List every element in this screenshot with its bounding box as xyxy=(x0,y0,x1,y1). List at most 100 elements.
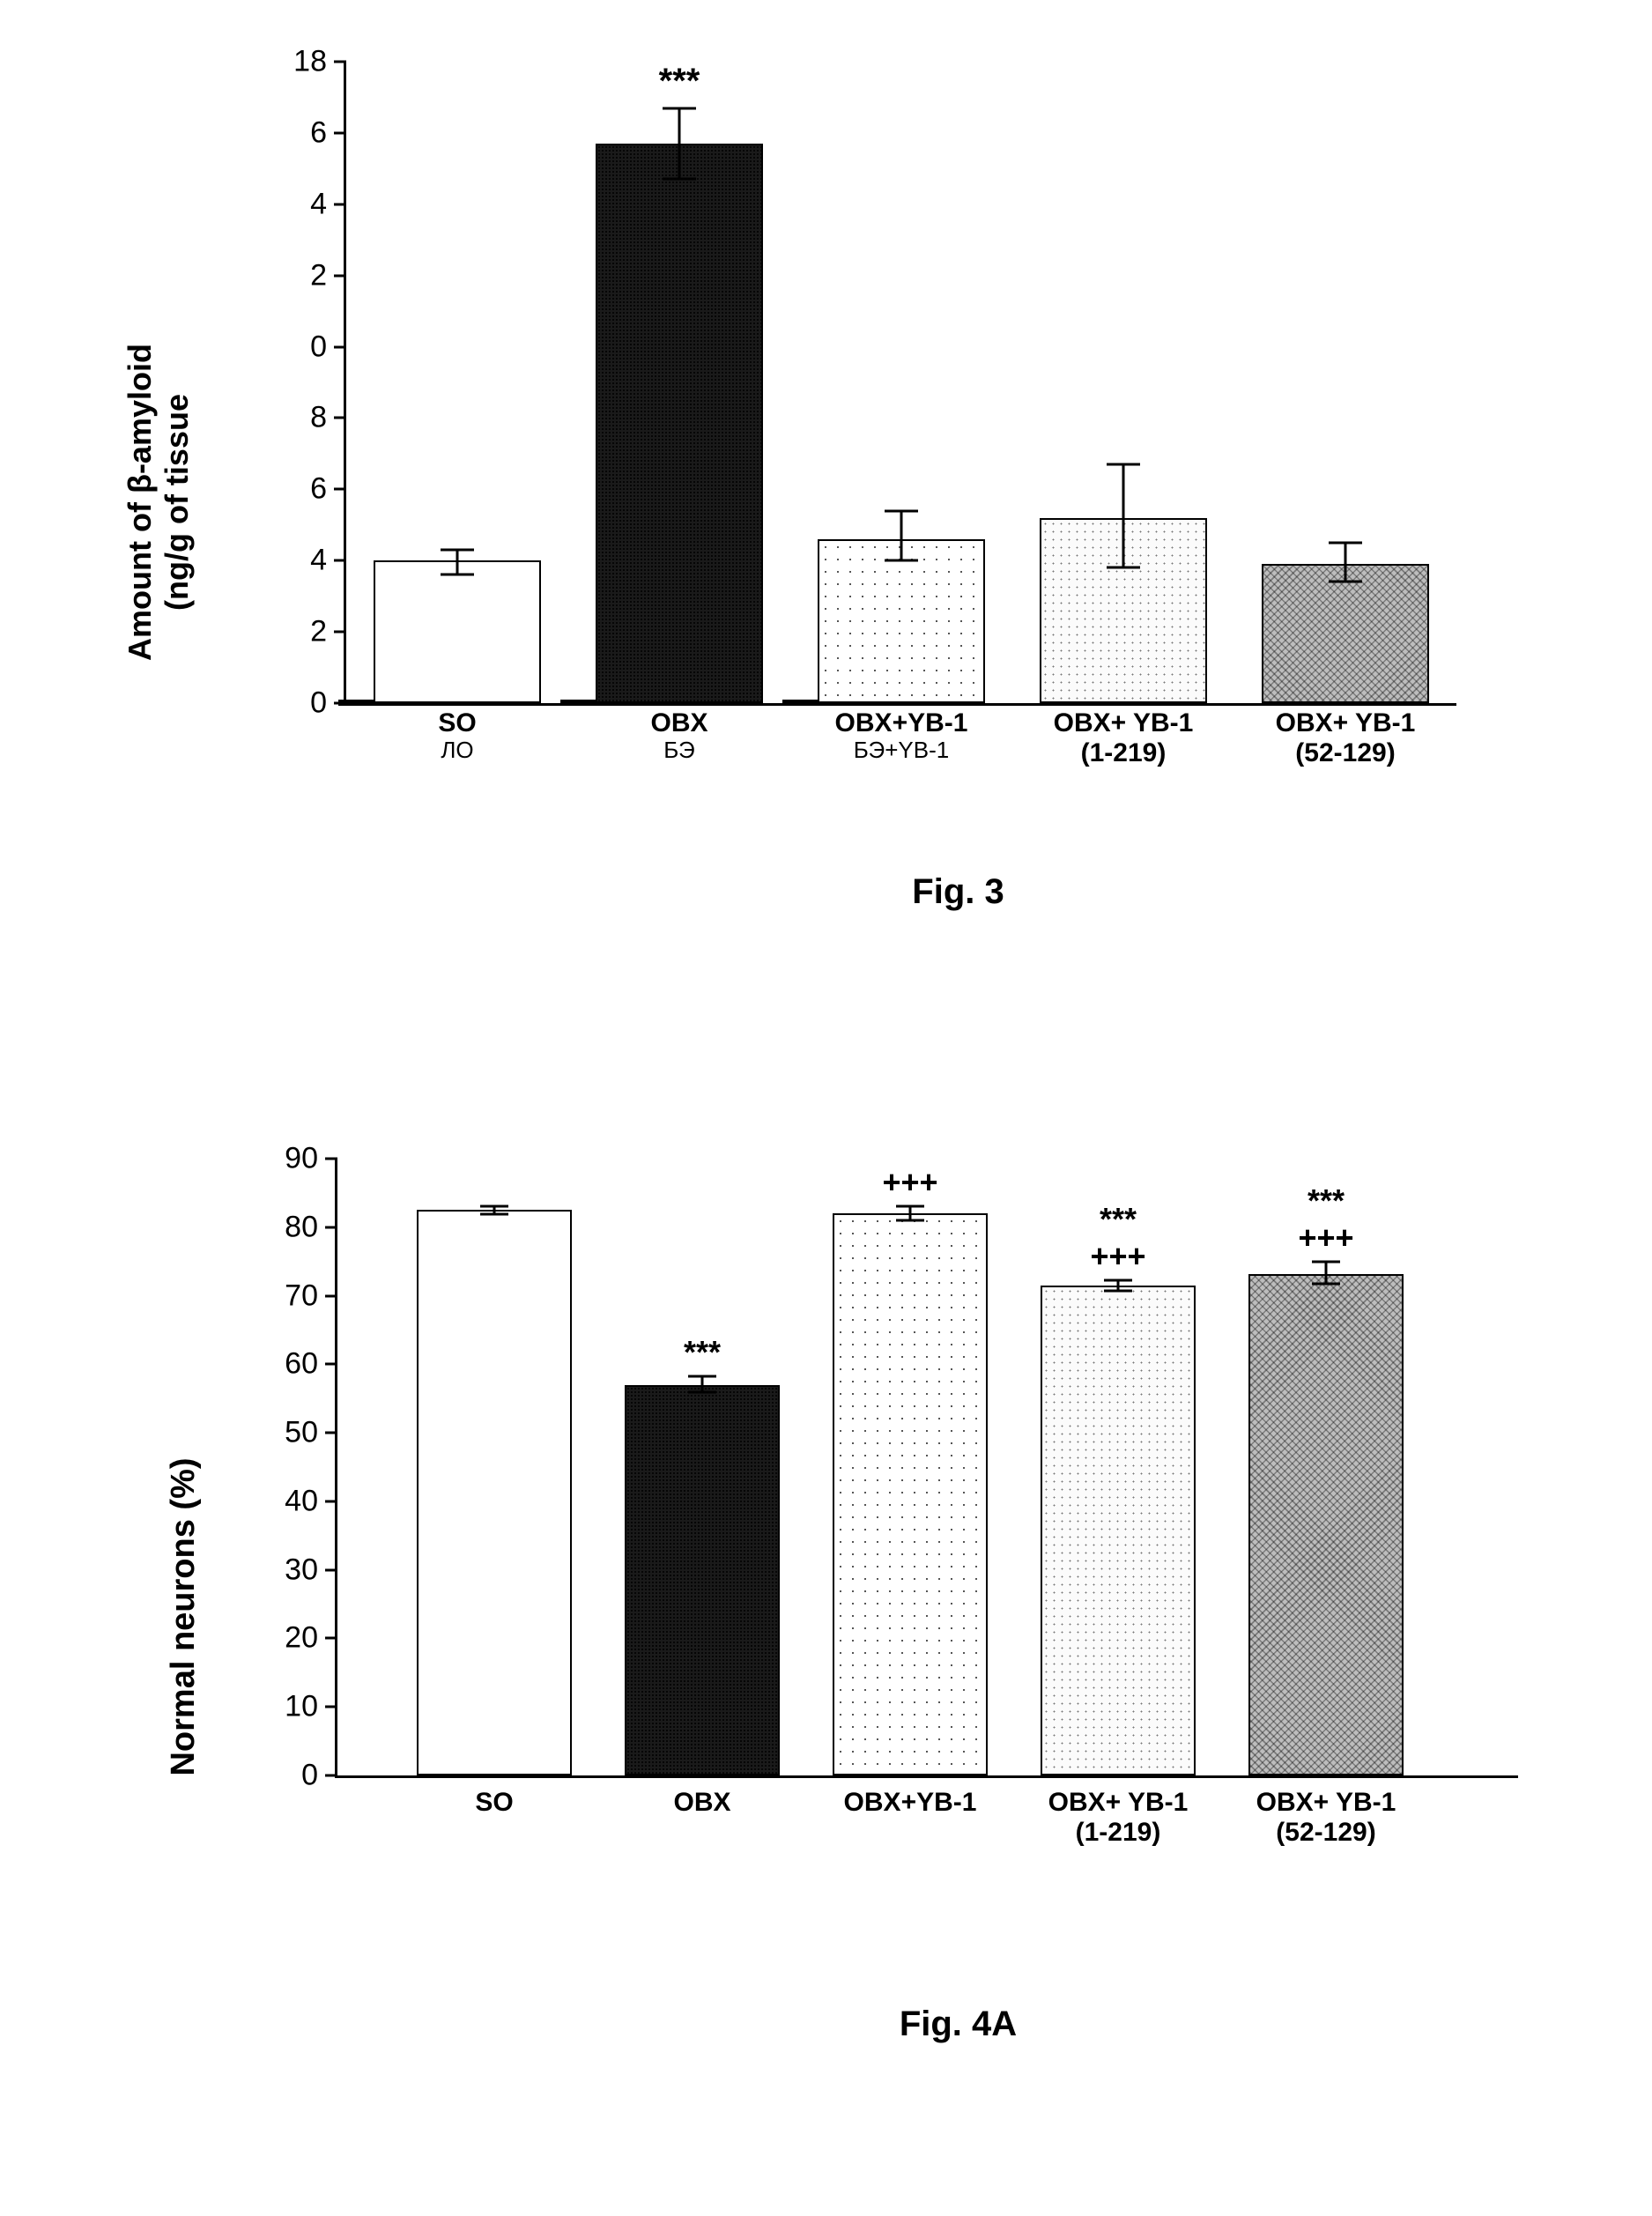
fig4a-ytick xyxy=(325,1568,337,1571)
fig4a-ytick-label: 50 xyxy=(285,1416,318,1450)
fig3-category-sublabel: ЛО xyxy=(441,737,473,764)
fig4a-significance: *** xyxy=(1308,1182,1345,1219)
fig3-category-label: OBX xyxy=(650,703,707,738)
fig4a-ytick-label: 40 xyxy=(285,1484,318,1518)
fig4a-errorbar xyxy=(1325,1262,1328,1285)
fig3-bar xyxy=(596,144,763,703)
fig3-category-label: SO xyxy=(438,703,476,738)
fig4a-significance: +++ xyxy=(1298,1219,1353,1256)
fig3-errorbar-cap xyxy=(1329,542,1362,545)
fig3-ylabel-line1: Amount of β-amyloid xyxy=(122,344,159,661)
fig3-xaxis-tick xyxy=(560,700,597,706)
fig4a-errorbar-cap xyxy=(1312,1260,1340,1263)
fig4a-bar xyxy=(1248,1274,1404,1775)
fig3-bar xyxy=(818,539,985,703)
fig4a-errorbar-cap xyxy=(896,1205,924,1208)
fig4a-ytick-label: 0 xyxy=(301,1759,318,1793)
fig3-ytick-label: 0 xyxy=(310,686,327,721)
fig4a-ytick-label: 80 xyxy=(285,1210,318,1244)
fig4a-significance: *** xyxy=(1100,1201,1137,1238)
fig4a-ytick-label: 60 xyxy=(285,1347,318,1382)
fig3-ytick-label: 8 xyxy=(310,401,327,435)
fig3-xaxis-tick xyxy=(338,700,375,706)
fig3-ytick-label: 2 xyxy=(310,615,327,649)
fig4a-ytick-label: 70 xyxy=(285,1278,318,1313)
fig4a-bar xyxy=(625,1385,780,1775)
fig3-category-label: OBX+YB-1 xyxy=(835,703,968,738)
fig4a-errorbar-cap xyxy=(480,1204,508,1207)
fig4a-category-label: OBX xyxy=(673,1775,730,1818)
fig4a-significance: +++ xyxy=(882,1164,937,1201)
fig4a-significance: *** xyxy=(684,1334,721,1371)
fig4a-category-label: OBX+YB-1 xyxy=(844,1775,977,1818)
fig3-errorbar xyxy=(1122,464,1125,567)
fig4a-plot-area: 0102030405060708090SO***OBX+++OBX+YB-1++… xyxy=(335,1159,1483,1778)
fig3-errorbar xyxy=(678,108,681,180)
fig3-category-sublabel: БЭ xyxy=(663,737,694,764)
fig4a-errorbar-cap xyxy=(480,1213,508,1216)
fig3-errorbar xyxy=(456,550,459,574)
fig4a-ytick xyxy=(325,1363,337,1366)
fig3-ytick-label: 4 xyxy=(310,544,327,578)
fig3-ytick-label: 0 xyxy=(310,330,327,364)
fig3-ytick-label: 2 xyxy=(310,258,327,293)
fig3-significance: *** xyxy=(659,62,700,101)
figure-3: Amount of β-amyloid (ng/g of tissue 0246… xyxy=(229,44,1493,912)
fig4a-ytick xyxy=(325,1226,337,1228)
fig3-errorbar-cap xyxy=(663,107,696,109)
fig3-plot-area: 02468024618SOЛО***OBXБЭOBX+YB-1БЭ+YB-1OB… xyxy=(344,62,1456,706)
fig3-ytick xyxy=(334,631,346,634)
fig3-ylabel: Amount of β-amyloid (ng/g of tissue xyxy=(122,344,196,661)
fig4a-bar xyxy=(833,1213,988,1775)
fig4a-ytick xyxy=(325,1294,337,1297)
fig4a-significance: +++ xyxy=(1090,1238,1145,1275)
fig4a-ylabel: Normal neurons (%) xyxy=(165,1457,203,1775)
fig4a-errorbar-cap xyxy=(896,1219,924,1222)
fig4a-ytick-label: 30 xyxy=(285,1553,318,1587)
fig3-errorbar-cap xyxy=(1107,463,1140,466)
fig3-category-label: OBX+ YB-1 (1-219) xyxy=(1054,703,1194,768)
fig3-ytick-label: 18 xyxy=(293,45,327,79)
fig3-errorbar-cap xyxy=(885,509,918,512)
fig4a-bar xyxy=(417,1210,572,1775)
fig4a-ytick xyxy=(325,1432,337,1434)
fig3-ytick xyxy=(334,131,346,134)
fig3-caption: Fig. 3 xyxy=(423,872,1493,912)
fig4a-errorbar xyxy=(701,1376,704,1393)
fig3-ylabel-line2: (ng/g of tissue xyxy=(159,344,196,661)
fig4a-ytick xyxy=(325,1706,337,1708)
fig3-ytick-label: 4 xyxy=(310,187,327,221)
fig3-errorbar-cap xyxy=(663,178,696,181)
fig3-ytick xyxy=(334,274,346,277)
fig3-ytick-label: 6 xyxy=(310,472,327,507)
fig3-errorbar xyxy=(900,511,903,561)
fig4a-ytick-label: 10 xyxy=(285,1690,318,1724)
fig3-ytick xyxy=(334,488,346,491)
fig4a-errorbar-cap xyxy=(688,1391,716,1394)
fig4a-category-label: SO xyxy=(475,1775,513,1818)
fig3-bar xyxy=(374,560,541,703)
fig3-chart-frame: Amount of β-amyloid (ng/g of tissue 0246… xyxy=(229,44,1493,837)
figure-4a: Normal neurons (%) 0102030405060708090SO… xyxy=(229,1141,1493,2044)
fig4a-chart-frame: Normal neurons (%) 0102030405060708090SO… xyxy=(229,1141,1493,1908)
fig4a-caption: Fig. 4A xyxy=(423,2005,1493,2044)
page: Amount of β-amyloid (ng/g of tissue 0246… xyxy=(0,0,1652,2216)
fig3-errorbar xyxy=(1345,543,1347,582)
fig3-ytick-label: 6 xyxy=(310,115,327,150)
fig3-ytick xyxy=(334,203,346,205)
fig4a-errorbar-cap xyxy=(1104,1278,1132,1281)
fig3-errorbar-cap xyxy=(885,560,918,562)
fig4a-ytick xyxy=(325,1775,337,1777)
fig3-errorbar-cap xyxy=(1107,567,1140,569)
fig3-xaxis-tick xyxy=(782,700,819,706)
fig4a-ytick xyxy=(325,1158,337,1160)
fig4a-ytick-label: 20 xyxy=(285,1621,318,1656)
fig3-errorbar-cap xyxy=(441,574,474,576)
fig4a-errorbar-cap xyxy=(1312,1283,1340,1286)
fig3-ytick xyxy=(334,560,346,562)
fig3-errorbar-cap xyxy=(441,549,474,552)
fig3-bar xyxy=(1262,564,1429,703)
fig3-ytick xyxy=(334,417,346,419)
fig4a-ytick xyxy=(325,1500,337,1502)
fig4a-bar xyxy=(1041,1286,1196,1775)
